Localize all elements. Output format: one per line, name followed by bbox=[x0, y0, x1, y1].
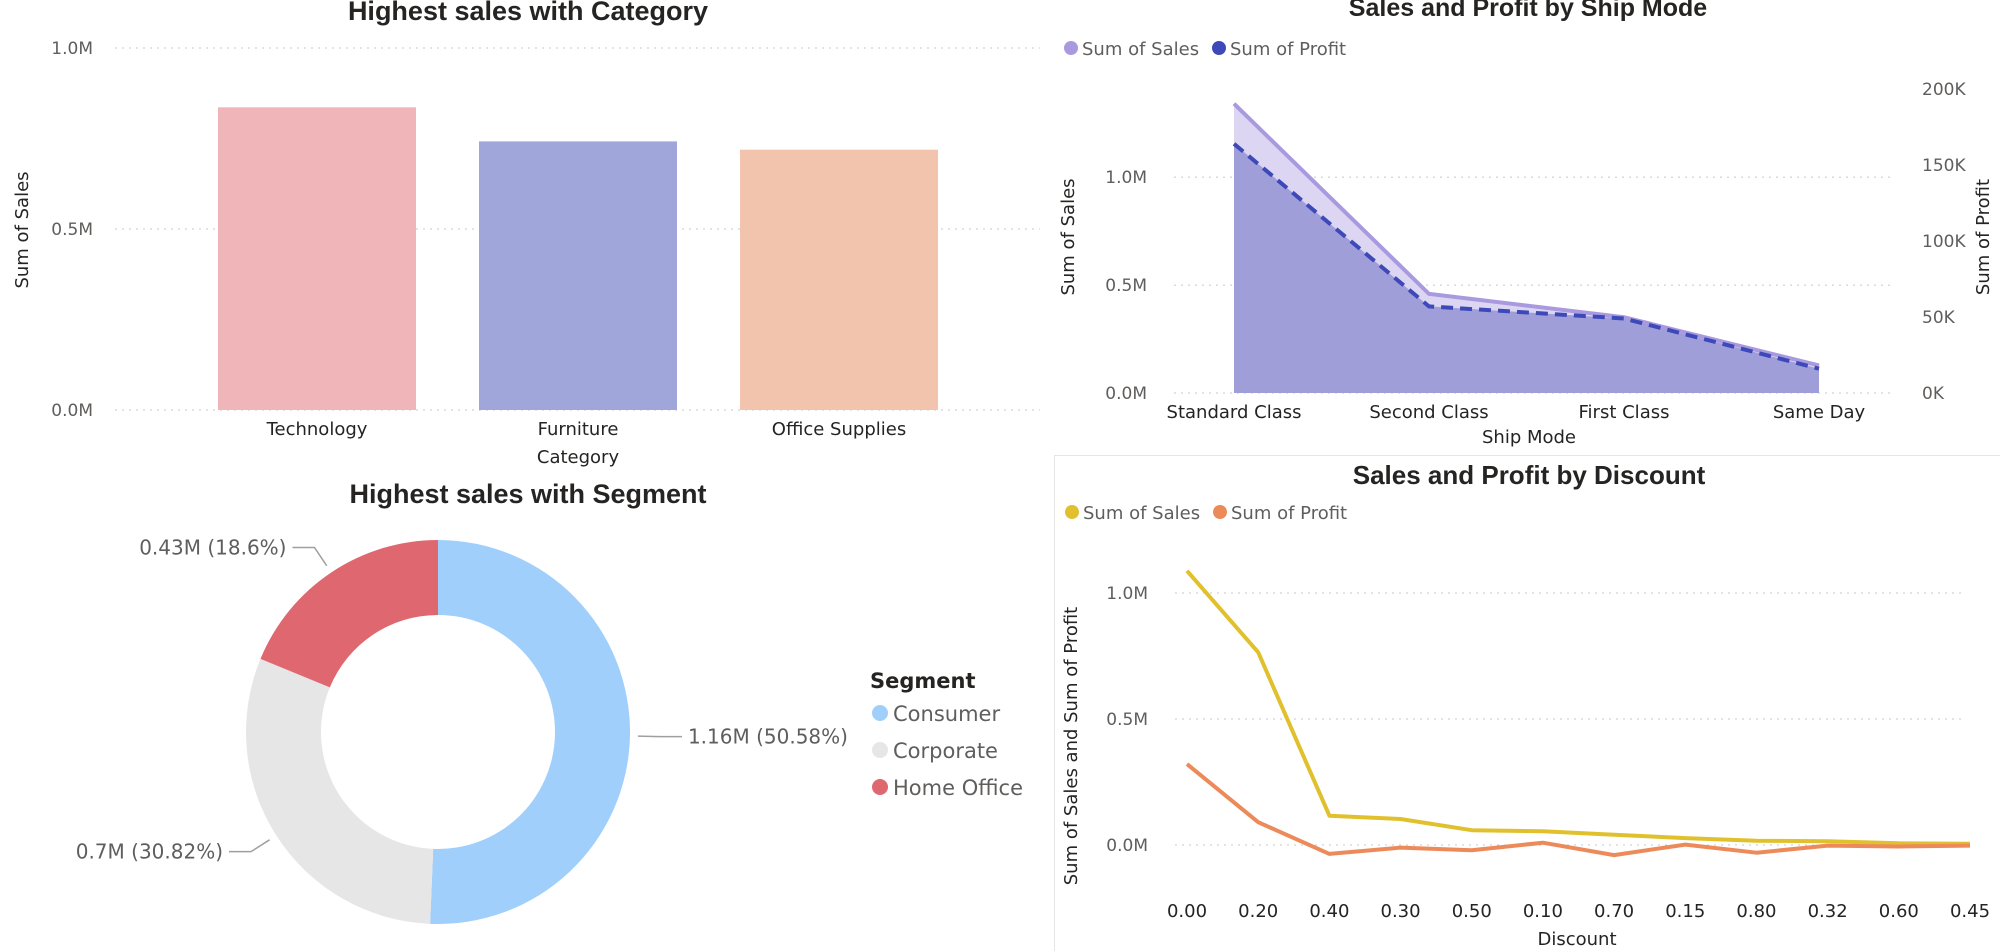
x-tick-label: 0.32 bbox=[1808, 901, 1848, 922]
y-tick-label: 0.5M bbox=[1105, 276, 1147, 296]
y-tick-label: 0.0M bbox=[51, 401, 93, 421]
legend-marker-sales bbox=[1065, 505, 1079, 519]
x-tick-label: First Class bbox=[1579, 402, 1670, 423]
y2-tick-label: 200K bbox=[1922, 80, 1966, 100]
x-tick-label: 0.60 bbox=[1879, 901, 1919, 922]
slice-home-office[interactable] bbox=[260, 540, 438, 687]
x-tick-label: 0.40 bbox=[1309, 901, 1349, 922]
slice-corporate[interactable] bbox=[246, 659, 433, 924]
y2-tick-label: 0K bbox=[1922, 384, 1945, 404]
bar-technology[interactable] bbox=[218, 107, 416, 410]
legend-label: Home Office bbox=[893, 776, 1023, 800]
x-tick-label: 0.30 bbox=[1381, 901, 1421, 922]
legend-label-profit: Sum of Profit bbox=[1230, 39, 1346, 60]
x-tick-label: Office Supplies bbox=[772, 419, 906, 440]
y2-tick-label: 100K bbox=[1922, 232, 1966, 252]
data-label: 1.16M (50.58%) bbox=[688, 725, 848, 749]
y-tick-label: 0.0M bbox=[1106, 836, 1148, 856]
bar-furniture[interactable] bbox=[479, 141, 677, 410]
y-tick-label: 1.0M bbox=[1106, 584, 1148, 604]
category-chart-panel: Highest sales with Category 0.0M 0.5M 1.0M… bbox=[0, 0, 1050, 470]
chart-legend[interactable]: Sum of Sales Sum of Profit bbox=[1065, 503, 1347, 524]
legend-marker-profit bbox=[1213, 505, 1227, 519]
chart-title: Highest sales with Category bbox=[348, 0, 708, 26]
y2-axis-title: Sum of Profit bbox=[1973, 179, 1994, 295]
segment-donut-chart: Highest sales with Segment 1.16M (50.58%… bbox=[0, 470, 1050, 950]
bar-office-supplies[interactable] bbox=[740, 150, 938, 410]
x-tick-label: Same Day bbox=[1773, 402, 1866, 423]
x-tick-label: Second Class bbox=[1369, 402, 1488, 423]
legend-marker bbox=[872, 779, 888, 795]
legend-title: Segment bbox=[870, 669, 976, 693]
data-label-leader bbox=[229, 840, 270, 852]
legend-label-sales: Sum of Sales bbox=[1082, 39, 1199, 60]
data-label: 0.43M (18.6%) bbox=[139, 536, 286, 560]
x-tick-label: 0.50 bbox=[1452, 901, 1492, 922]
legend-label-sales: Sum of Sales bbox=[1083, 503, 1200, 524]
x-axis-title: Category bbox=[537, 447, 620, 468]
legend-label-profit: Sum of Profit bbox=[1231, 503, 1347, 524]
chart-title: Highest sales with Segment bbox=[349, 479, 706, 509]
discount-chart-panel: Sales and Profit by Discount Sum of Sale… bbox=[1054, 455, 2000, 951]
line-sales[interactable] bbox=[1187, 571, 1970, 844]
x-tick-label: Technology bbox=[266, 419, 368, 440]
shipmode-chart-panel: Sales and Profit by Ship Mode Sum of Sal… bbox=[1054, 0, 2000, 450]
legend-marker bbox=[872, 705, 888, 721]
legend-marker bbox=[872, 742, 888, 758]
x-axis-title: Discount bbox=[1537, 929, 1616, 950]
chart-title: Sales and Profit by Ship Mode bbox=[1349, 0, 1707, 22]
y-axis-title: Sum of Sales and Sum of Profit bbox=[1061, 607, 1082, 886]
x-axis-title: Ship Mode bbox=[1482, 427, 1576, 448]
chart-title: Sales and Profit by Discount bbox=[1353, 460, 1706, 490]
y2-tick-label: 50K bbox=[1922, 308, 1956, 328]
x-tick-label: 0.80 bbox=[1736, 901, 1776, 922]
segment-chart-panel: Highest sales with Segment 1.16M (50.58%… bbox=[0, 470, 1050, 950]
legend-marker-sales bbox=[1064, 41, 1078, 55]
x-tick-label: 0.00 bbox=[1167, 901, 1207, 922]
y-tick-label: 0.0M bbox=[1105, 384, 1147, 404]
legend-label: Consumer bbox=[893, 702, 1000, 726]
y-tick-label: 1.0M bbox=[1105, 168, 1147, 188]
x-tick-label: 0.10 bbox=[1523, 901, 1563, 922]
x-tick-label: 0.45 bbox=[1950, 901, 1990, 922]
y-tick-label: 0.5M bbox=[1106, 710, 1148, 730]
legend-marker-profit bbox=[1212, 41, 1226, 55]
category-bar-chart: Highest sales with Category 0.0M 0.5M 1.0M… bbox=[0, 0, 1050, 470]
y-axis-title: Sum of Sales bbox=[12, 171, 33, 288]
data-label-leader bbox=[293, 548, 327, 566]
shipmode-area-chart: Sales and Profit by Ship Mode Sum of Sal… bbox=[1054, 0, 2000, 450]
y-tick-label: 1.0M bbox=[51, 39, 93, 59]
area-profit[interactable] bbox=[1234, 144, 1819, 393]
legend-label: Corporate bbox=[893, 739, 998, 763]
segment-legend[interactable]: Segment Consumer Corporate Home Office bbox=[870, 669, 1023, 800]
y2-tick-label: 150K bbox=[1922, 156, 1966, 176]
x-tick-label: Standard Class bbox=[1167, 402, 1302, 423]
discount-line-chart: Sales and Profit by Discount Sum of Sale… bbox=[1055, 456, 2000, 951]
x-tick-label: 0.20 bbox=[1238, 901, 1278, 922]
chart-legend[interactable]: Sum of Sales Sum of Profit bbox=[1064, 39, 1346, 60]
slice-consumer[interactable] bbox=[430, 540, 630, 924]
data-label: 0.7M (30.82%) bbox=[76, 840, 223, 864]
y-tick-label: 0.5M bbox=[51, 220, 93, 240]
x-tick-label: 0.70 bbox=[1594, 901, 1634, 922]
x-tick-label: 0.15 bbox=[1665, 901, 1705, 922]
y-axis-title: Sum of Sales bbox=[1058, 178, 1079, 295]
x-tick-label: Furniture bbox=[538, 419, 619, 440]
